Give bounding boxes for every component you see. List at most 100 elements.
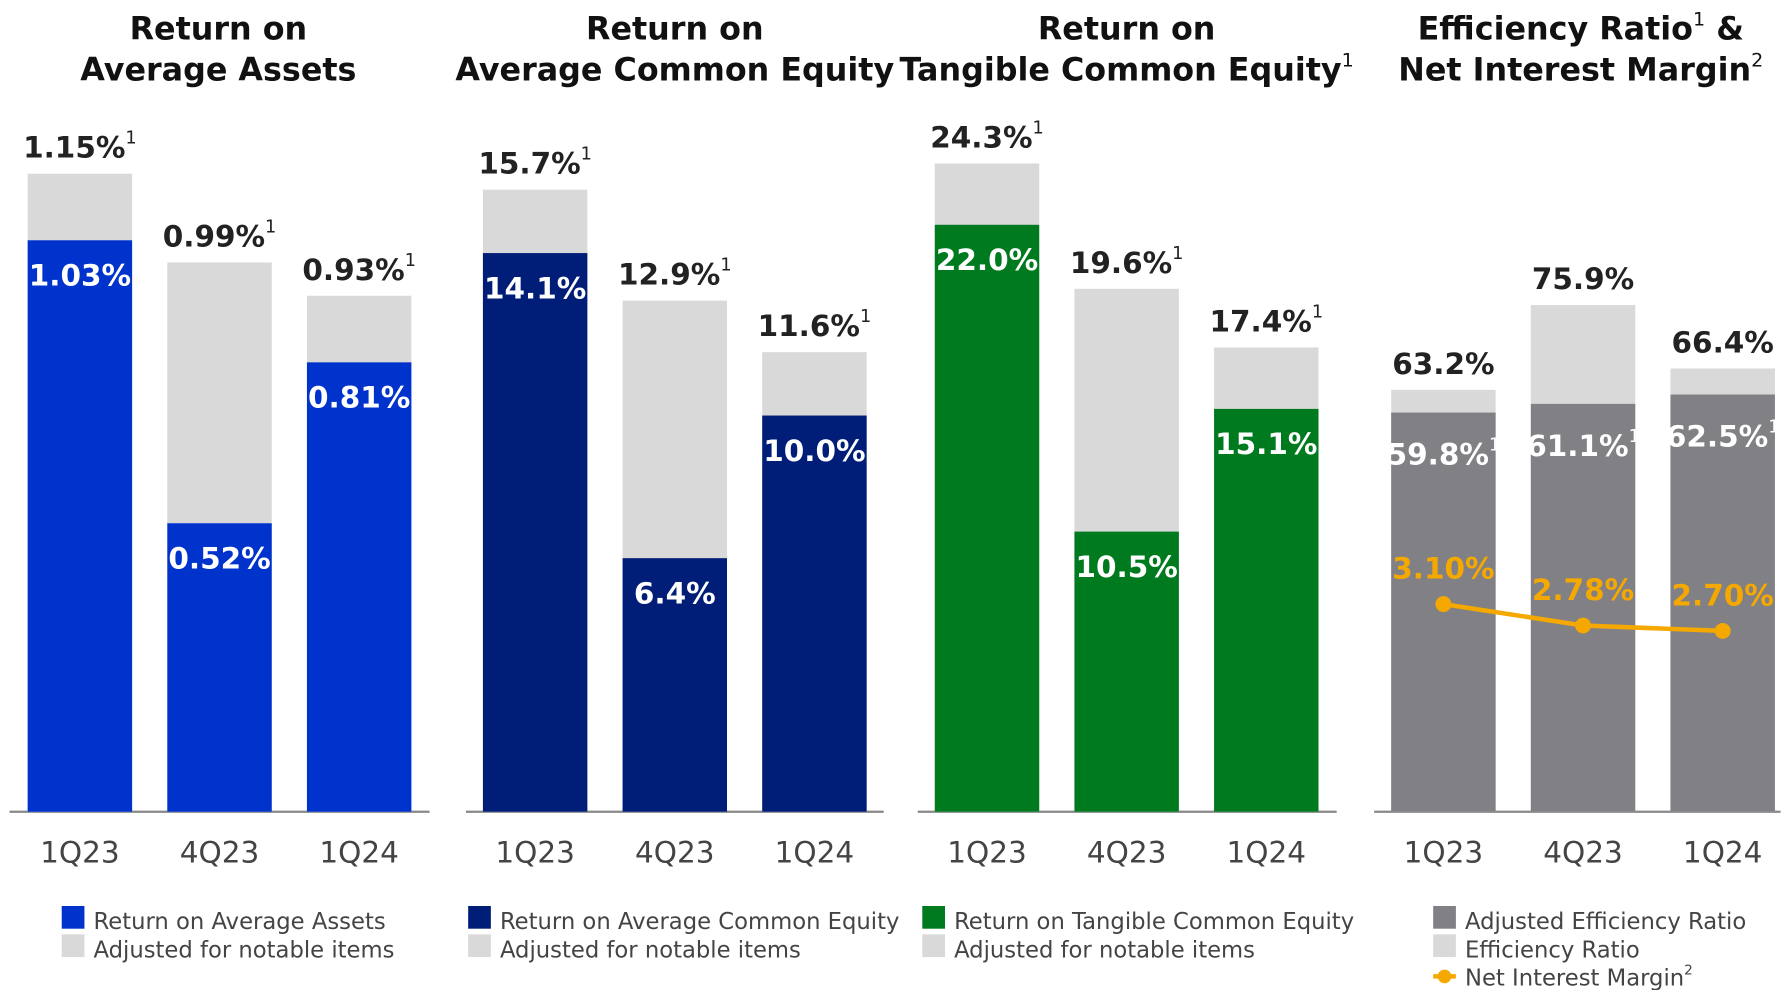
chart-title: Tangible Common Equity1 [899,49,1353,88]
data-label: 3.10% [1392,552,1494,586]
footnote-mark: 1 [265,217,276,237]
label-text: Adjusted Efficiency Ratio [1465,908,1746,934]
label-text: Return on [130,12,308,48]
label-text: Efficiency Ratio [1418,12,1693,48]
x-tick-label: 4Q23 [635,835,715,869]
legend-label: Adjusted for notable items [954,937,1255,963]
chart-title: Average Assets [80,53,356,89]
legend-label: Efficiency Ratio [1465,937,1640,963]
label-text: Adjusted for notable items [954,937,1255,963]
label-text: 59.8% [1387,437,1489,471]
bar [1391,412,1496,812]
footnote-mark: 1 [860,307,871,327]
point [1435,596,1452,613]
legend-swatch [468,905,491,929]
legend-label: Return on Average Common Equity [500,908,899,934]
footnote-mark: 1 [1172,244,1183,264]
legend-label: Adjusted for notable items [500,937,801,963]
label-text: 66.4% [1672,325,1774,359]
label-text: & [1705,12,1744,48]
label-text: 19.6% [1070,245,1172,279]
chart-title: Return on [130,12,308,48]
data-label: 63.2% [1392,346,1494,380]
x-tick-label: 4Q23 [1087,835,1167,869]
label-text: 15.7% [478,146,580,180]
footnote-mark: 1 [1312,303,1323,323]
data-label: 14.1% [484,271,586,305]
x-tick-label: 1Q23 [495,835,575,869]
label-text: 75.9% [1532,262,1634,296]
chart-title: Return on [586,12,764,48]
label-text: 14.1% [484,271,586,305]
legend-swatch [468,934,491,958]
footnote-mark: 2 [1751,49,1763,71]
label-text: 17.4% [1209,304,1311,338]
label-text: Return on [586,12,764,48]
chart-title: Efficiency Ratio1 & [1418,8,1744,47]
label-text: Return on Average Assets [94,908,386,934]
legend-label: Net Interest Margin2 [1465,963,1693,990]
footnote-mark: 1 [581,145,592,165]
data-label: 10.0% [763,433,865,467]
data-label: 15.1% [1215,427,1317,461]
footnote-mark: 1 [405,251,416,271]
label-text: Average Common Equity [455,53,894,89]
label-text: Return on Average Common Equity [500,908,899,934]
x-tick-label: 4Q23 [1543,835,1623,869]
x-tick-label: 1Q24 [1683,835,1763,869]
data-label: 10.5% [1075,549,1177,583]
label-text: 6.4% [634,576,716,610]
legend-swatch [922,905,945,929]
label-text: 0.99% [163,219,265,253]
legend-swatch [61,934,85,958]
label-text: 15.1% [1215,427,1317,461]
bar [762,415,867,812]
data-label: 17.4%1 [1209,303,1323,339]
legend-swatch [1433,934,1456,958]
bar [1670,394,1775,812]
label-text: 62.5% [1666,419,1768,453]
label-text: 0.81% [308,380,410,414]
data-label: 22.0% [936,243,1038,277]
data-label: 11.6%1 [758,307,872,343]
point [1575,617,1591,634]
data-label: 75.9% [1532,262,1634,296]
label-text: 1.03% [29,258,131,292]
label-text: Adjusted for notable items [500,937,801,963]
bar [622,558,728,812]
x-tick-label: 1Q23 [947,835,1027,869]
data-label: 6.4% [634,576,716,610]
footnote-mark: 1 [1693,8,1705,30]
footnote-mark: 1 [1033,118,1044,138]
data-label: 15.7%1 [478,145,592,181]
label-text: 10.5% [1075,549,1177,583]
x-tick-label: 1Q24 [775,835,855,869]
data-label: 1.15%1 [23,129,137,165]
bar [934,224,1040,812]
legend-label: Return on Tangible Common Equity [954,908,1354,934]
footnote-mark: 1 [1629,427,1640,447]
label-text: 11.6% [758,309,860,343]
data-label: 0.52% [168,541,270,575]
data-label: 66.4% [1672,325,1774,359]
footnote-mark: 1 [1768,418,1779,438]
label-text: Return on [1038,12,1216,48]
data-label: 62.5%1 [1666,418,1780,454]
data-label: 1.03% [29,258,131,292]
data-label: 0.81% [308,380,410,414]
data-label: 0.99%1 [163,217,277,253]
chart-title: Return on [1038,12,1216,48]
legend-swatch [922,934,945,958]
data-label: 12.9%1 [618,256,732,292]
footnote-mark: 1 [125,129,136,149]
label-text: Adjusted for notable items [94,937,395,963]
legend-marker [1437,969,1452,984]
label-text: 22.0% [936,243,1038,277]
bar [1530,403,1636,812]
x-tick-label: 1Q23 [1404,835,1484,869]
bar [1214,408,1319,812]
data-label: 59.8%1 [1387,436,1501,471]
label-text: 10.0% [763,433,865,467]
x-tick-label: 1Q24 [1227,835,1307,869]
label-text: 0.52% [168,541,270,575]
